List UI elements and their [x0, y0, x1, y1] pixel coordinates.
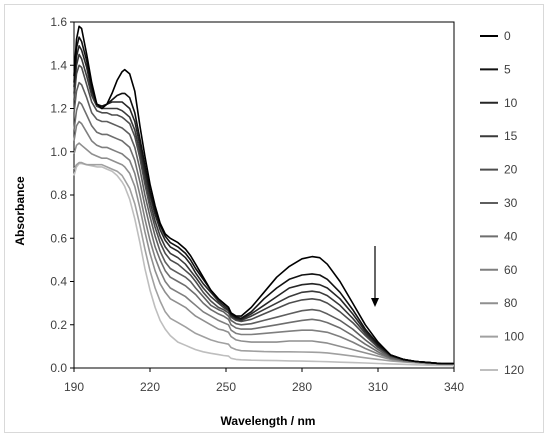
x-tick-label: 340: [444, 380, 464, 394]
legend-label-60: 60: [504, 263, 518, 277]
series-line-100: [73, 161, 455, 366]
legend: 0 5 10 15 20 30 40 60 80 100 120: [480, 29, 524, 377]
series-line-0: [73, 25, 454, 365]
series-line-60: [73, 120, 454, 365]
legend-label-120: 120: [504, 363, 524, 377]
series-line-5: [73, 36, 454, 365]
legend-label-100: 100: [504, 330, 524, 344]
series-lines: [73, 25, 455, 367]
y-axis-ticks: 0.0 0.2 0.4 0.6 0.8 1.0 1.2 1.4 1.6: [50, 15, 74, 375]
series-line-10: [73, 45, 454, 365]
plot-area-border: [73, 21, 455, 369]
y-tick-label: 1.0: [50, 145, 67, 159]
x-tick-label: 190: [64, 380, 84, 394]
series-line-15: [73, 53, 454, 365]
y-tick-label: 1.4: [50, 58, 67, 72]
legend-label-30: 30: [504, 196, 518, 210]
y-tick-label: 0.2: [50, 318, 67, 332]
legend-label-80: 80: [504, 296, 518, 310]
y-tick-label: 0.4: [50, 275, 67, 289]
legend-label-10: 10: [504, 96, 518, 110]
legend-label-5: 5: [504, 62, 511, 76]
legend-label-20: 20: [504, 163, 518, 177]
series-line-80: [73, 142, 454, 365]
x-axis-ticks: 190 220 250 280 310 340: [64, 368, 464, 394]
x-tick-label: 310: [368, 380, 388, 394]
y-tick-label: 1.2: [50, 102, 67, 116]
x-axis-title: Wavelength / nm: [221, 414, 316, 428]
legend-label-15: 15: [504, 129, 518, 143]
legend-label-0: 0: [504, 29, 511, 43]
decrease-arrow-icon: [371, 246, 379, 307]
legend-label-40: 40: [504, 229, 518, 243]
arrow-head: [371, 298, 379, 307]
y-tick-label: 0.6: [50, 231, 67, 245]
plot-frame: [73, 21, 455, 369]
series-line-20: [73, 64, 454, 365]
y-axis-title: Absorbance: [13, 176, 27, 246]
y-tick-label: 1.6: [50, 15, 67, 29]
x-tick-label: 250: [216, 380, 236, 394]
y-tick-label: 0.0: [50, 361, 67, 375]
x-tick-label: 280: [292, 380, 312, 394]
series-line-30: [73, 81, 454, 365]
x-tick-label: 220: [140, 380, 160, 394]
series-line-40: [73, 101, 454, 365]
series-line-120: [73, 162, 455, 367]
y-tick-label: 0.8: [50, 188, 67, 202]
